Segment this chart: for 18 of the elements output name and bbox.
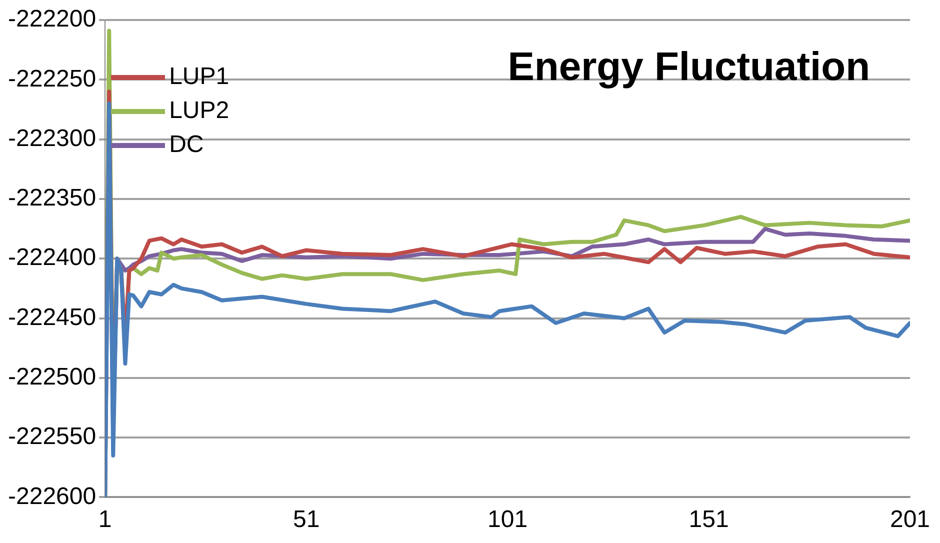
legend-label: LUP2 <box>169 97 230 125</box>
y-tick-label: -222350 <box>8 184 96 212</box>
y-tick-label: -222300 <box>8 124 96 152</box>
legend-label: LUP1 <box>169 63 230 91</box>
x-tick-label: 151 <box>688 506 729 534</box>
y-tick-label: -222250 <box>8 65 96 92</box>
y-tick-label: -222500 <box>8 364 96 391</box>
y-tick-label: -222600 <box>8 482 96 510</box>
x-tick-label: 1 <box>98 506 112 534</box>
x-tick-label: 51 <box>292 506 320 534</box>
y-tick-label: -222200 <box>8 6 96 33</box>
x-tick-label: 101 <box>488 506 528 534</box>
y-tick-label: -222550 <box>8 423 96 450</box>
y-tick-label: -222400 <box>8 244 96 272</box>
y-tick-label: -222450 <box>8 304 96 331</box>
text: Energy Fluctuation <box>508 45 870 90</box>
x-tick-label: 201 <box>890 506 930 534</box>
legend-label: DC <box>169 131 204 159</box>
